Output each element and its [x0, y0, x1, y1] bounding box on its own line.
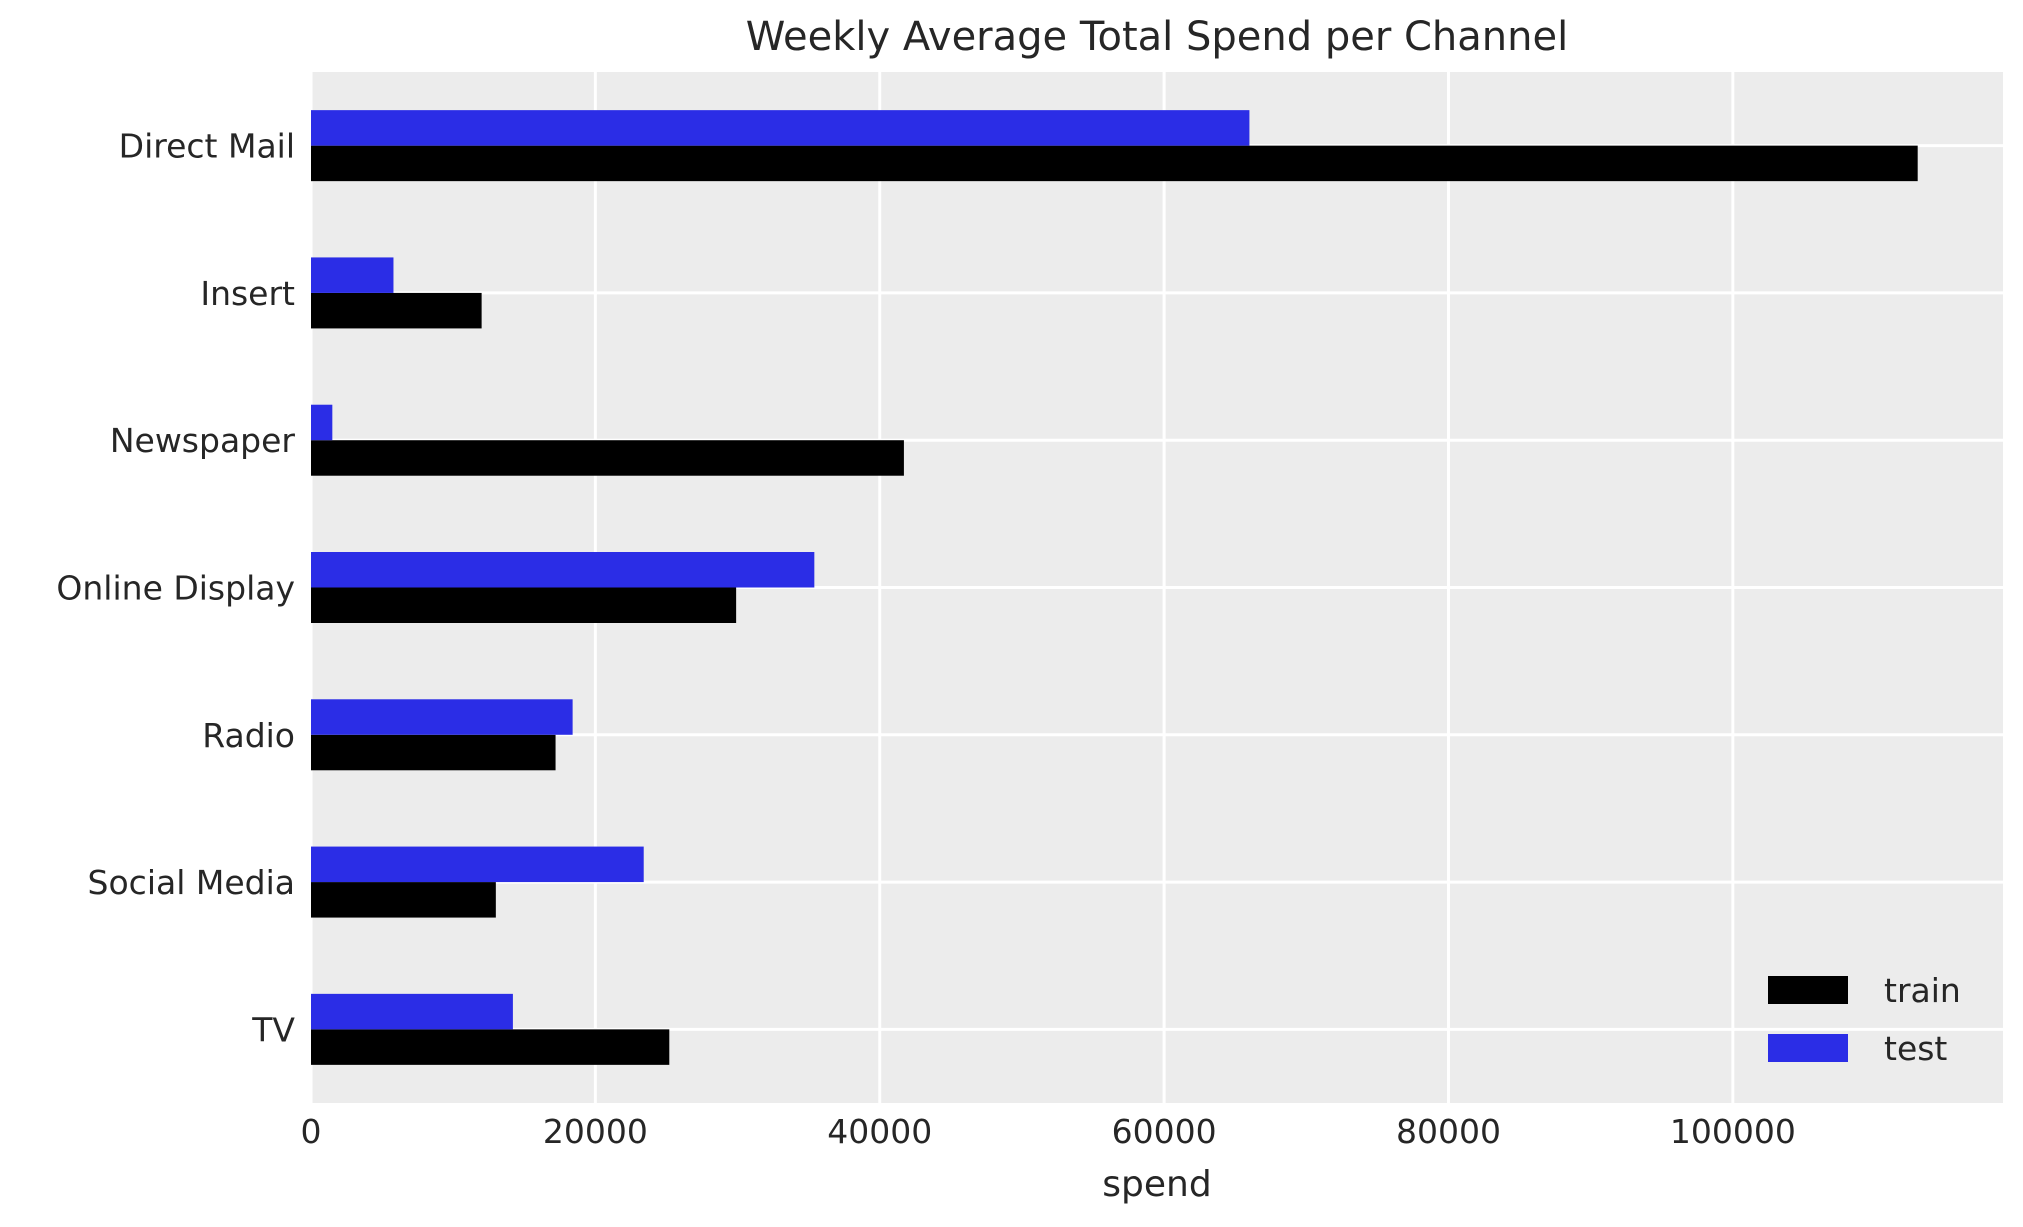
bar-test-social-media: [311, 846, 644, 883]
bar-train-radio: [311, 734, 556, 771]
bar-test-online-display: [311, 552, 815, 588]
x-tick-label-80000: 80000: [1396, 1112, 1501, 1151]
bar-train-direct-mail: [311, 145, 1918, 182]
legend-swatch-train: [1768, 976, 1848, 1004]
x-tick-labels: 0 20000 40000 60000 80000 100000: [301, 1112, 1796, 1151]
x-tick-label-20000: 20000: [543, 1112, 648, 1151]
bar-test-direct-mail: [311, 110, 1250, 146]
bar-test-tv: [311, 993, 513, 1030]
bar-train-tv: [311, 1029, 670, 1065]
bar-series: [311, 110, 1918, 1065]
y-tick-label-radio: Radio: [202, 716, 295, 755]
legend-label-train: train: [1884, 971, 1961, 1010]
y-tick-label-insert: Insert: [200, 274, 295, 313]
x-tick-label-0: 0: [301, 1112, 322, 1151]
y-tick-label-tv: TV: [251, 1010, 295, 1049]
bar-test-radio: [311, 699, 573, 735]
chart-title: Weekly Average Total Spend per Channel: [746, 14, 1568, 60]
y-tick-label-social-media: Social Media: [88, 863, 295, 902]
y-tick-label-online-display: Online Display: [56, 569, 295, 608]
category-labels: Direct Mail Insert Newspaper Online Display…: [56, 127, 295, 1050]
legend-swatch-test: [1768, 1034, 1848, 1062]
bar-test-newspaper: [311, 404, 333, 441]
bar-train-social-media: [311, 882, 496, 918]
bar-train-online-display: [311, 587, 737, 623]
y-tick-label-newspaper: Newspaper: [110, 421, 296, 460]
x-tick-label-40000: 40000: [827, 1112, 932, 1151]
bar-test-insert: [311, 257, 394, 293]
x-tick-label-60000: 60000: [1112, 1112, 1217, 1151]
legend-label-test: test: [1884, 1029, 1947, 1068]
bar-train-insert: [311, 292, 482, 329]
x-axis-label: spend: [1102, 1164, 1211, 1205]
legend: train test: [1768, 971, 1961, 1068]
y-tick-label-direct-mail: Direct Mail: [119, 127, 295, 166]
bar-train-newspaper: [311, 440, 904, 476]
x-tick-label-100000: 100000: [1670, 1112, 1796, 1151]
